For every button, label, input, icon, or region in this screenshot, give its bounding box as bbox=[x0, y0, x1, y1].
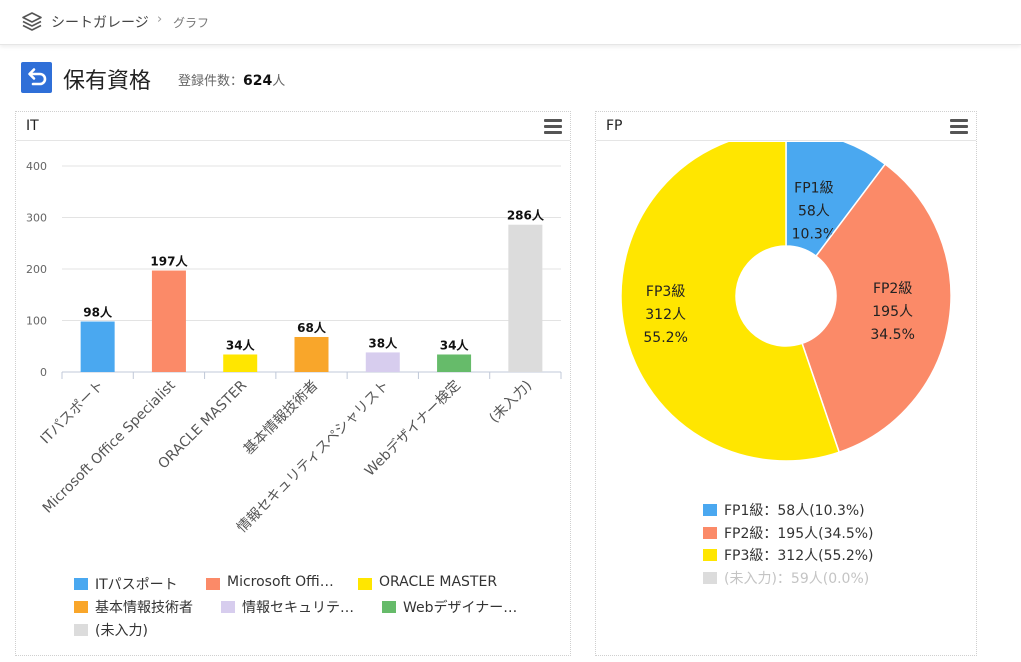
y-tick-label: 300 bbox=[26, 212, 47, 225]
legend-swatch bbox=[382, 601, 396, 613]
legend-swatch bbox=[74, 578, 88, 590]
bar[interactable] bbox=[437, 354, 472, 372]
x-tick-label: Microsoft Office Specialist bbox=[40, 377, 179, 516]
legend-swatch bbox=[703, 549, 717, 561]
pie-slice-label: 312人 bbox=[645, 307, 686, 323]
layers-icon[interactable] bbox=[21, 11, 43, 33]
legend-label: ITパスポート bbox=[95, 577, 178, 593]
bar[interactable] bbox=[365, 352, 400, 372]
legend-swatch bbox=[703, 571, 717, 584]
record-count-value: 624 bbox=[243, 73, 273, 89]
bar[interactable] bbox=[151, 270, 186, 372]
bar[interactable] bbox=[80, 321, 115, 372]
it-panel-header: IT bbox=[16, 112, 570, 141]
fp-panel-header: FP bbox=[596, 112, 976, 141]
legend-label: FP1級：58人(10.3%) bbox=[724, 503, 865, 519]
bar-data-label: 98人 bbox=[83, 305, 113, 320]
bar-data-label: 68人 bbox=[297, 320, 327, 335]
legend-label: ORACLE MASTER bbox=[379, 574, 498, 590]
bar-data-label: 34人 bbox=[226, 337, 256, 352]
x-tick-label: ITパスポート bbox=[38, 378, 108, 448]
y-tick-label: 400 bbox=[26, 160, 47, 173]
y-tick-label: 0 bbox=[40, 366, 47, 379]
legend-swatch bbox=[703, 526, 717, 539]
pie-slice[interactable] bbox=[801, 163, 952, 454]
legend-label: FP2級：195人(34.5%) bbox=[724, 525, 874, 542]
back-button[interactable] bbox=[21, 62, 52, 93]
record-count-unit: 人 bbox=[272, 74, 286, 89]
it-panel-title: IT bbox=[26, 118, 39, 134]
legend-swatch bbox=[358, 578, 372, 590]
x-tick-label: 情報セキュリティスペシャリスト bbox=[234, 378, 393, 537]
it-chart-panel: IT 0 100 200 300 400 98人 ITパスポート 197人 Microsoft … bbox=[15, 111, 571, 656]
pie-slice-label: 58人 bbox=[798, 204, 830, 220]
legend-swatch bbox=[206, 578, 220, 590]
record-count-label: 登録件数： bbox=[178, 74, 244, 89]
bar-data-label: 38人 bbox=[368, 335, 398, 350]
pie-slice-label: FP1級 bbox=[794, 181, 833, 197]
fp-chart-panel: FP FP1級 58人 10.3% FP2級 195人 34.5% FP3級 312人 55.2… bbox=[595, 111, 977, 656]
pie-slice-label: FP2級 bbox=[873, 281, 912, 297]
pie-slice[interactable] bbox=[620, 142, 841, 462]
bar[interactable] bbox=[294, 336, 329, 372]
pie-slice-label: FP3級 bbox=[646, 284, 685, 300]
legend-label: Webデザイナー… bbox=[403, 600, 518, 616]
bar[interactable] bbox=[508, 224, 543, 372]
hamburger-menu-icon[interactable] bbox=[950, 119, 968, 135]
bar-chart: 0 100 200 300 400 98人 ITパスポート 197人 Microsoft Off… bbox=[26, 160, 562, 537]
bar-data-label: 286人 bbox=[507, 208, 545, 223]
pie-slice-label: 34.5% bbox=[870, 327, 914, 343]
legend-label: (未入力)：59人(0.0%) bbox=[724, 570, 870, 587]
legend-swatch bbox=[74, 601, 88, 613]
page-title: 保有資格 bbox=[63, 69, 152, 94]
legend-swatch bbox=[221, 601, 235, 613]
bar[interactable] bbox=[223, 354, 258, 372]
app-name-link[interactable]: シートガレージ bbox=[51, 15, 149, 31]
legend-label: FP3級：312人(55.2%) bbox=[724, 548, 874, 564]
legend-label: 基本情報技術者 bbox=[95, 600, 193, 616]
hamburger-menu-icon[interactable] bbox=[544, 119, 562, 135]
bar-data-label: 197人 bbox=[150, 254, 188, 269]
bar-data-label: 34人 bbox=[440, 337, 470, 352]
donut-chart: FP1級 58人 10.3% FP2級 195人 34.5% FP3級 312人 55.2% bbox=[620, 142, 952, 462]
x-tick-label: 基本情報技術者 bbox=[240, 377, 321, 458]
record-count: 登録件数：624人 bbox=[178, 70, 285, 89]
legend-swatch bbox=[74, 624, 88, 636]
pie-slice-label: 10.3% bbox=[792, 227, 836, 243]
legend-label: Microsoft Offi… bbox=[227, 574, 334, 590]
breadcrumb-current: グラフ bbox=[173, 16, 210, 30]
pie-slice-label: 55.2% bbox=[643, 330, 687, 346]
y-tick-label: 200 bbox=[26, 263, 47, 276]
legend-label: 情報セキュリテ… bbox=[242, 600, 354, 616]
x-tick-label: (未入力) bbox=[486, 378, 535, 427]
legend-label: (未入力) bbox=[95, 623, 148, 639]
breadcrumb-separator-icon: › bbox=[157, 12, 163, 27]
fp-panel-title: FP bbox=[606, 118, 623, 134]
top-bar: シートガレージ › グラフ bbox=[0, 0, 1021, 45]
return-arrow-icon bbox=[28, 68, 47, 86]
pie-slice-label: 195人 bbox=[872, 304, 913, 320]
y-tick-label: 100 bbox=[26, 315, 47, 328]
legend-swatch bbox=[703, 504, 717, 516]
